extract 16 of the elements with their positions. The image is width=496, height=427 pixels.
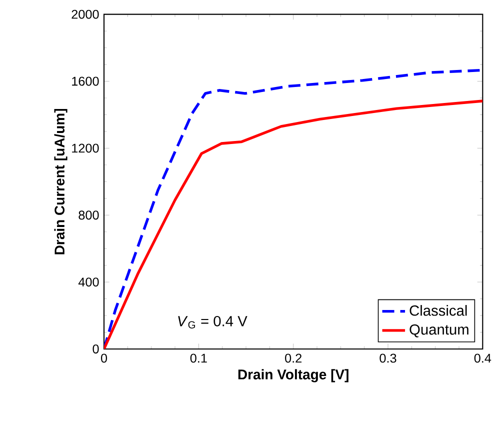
y-tick-label: 0 [92,344,99,354]
x-axis-title: Drain Voltage [V] [238,369,348,382]
x-tick-label: 0.3 [380,354,396,363]
legend-label: Classical [410,305,467,316]
x-tick-label: 0.2 [285,354,302,363]
annotation: V$_{G}$ = 0.4 V [178,316,248,328]
x-tick-label: 0 [100,354,108,363]
y-tick-label: 2000 [72,10,99,19]
y-axis-title: Drain Current [uA/um] [54,108,68,254]
y-tick-label: 1600 [72,76,99,86]
x-tick-label: 0.1 [190,354,207,363]
legend-label: Quantum [410,324,468,338]
x-tick-label: 0.4 [474,354,492,363]
y-tick-label: 800 [78,210,99,220]
y-tick-label: 1200 [72,144,99,153]
y-tick-label: 400 [78,278,99,287]
